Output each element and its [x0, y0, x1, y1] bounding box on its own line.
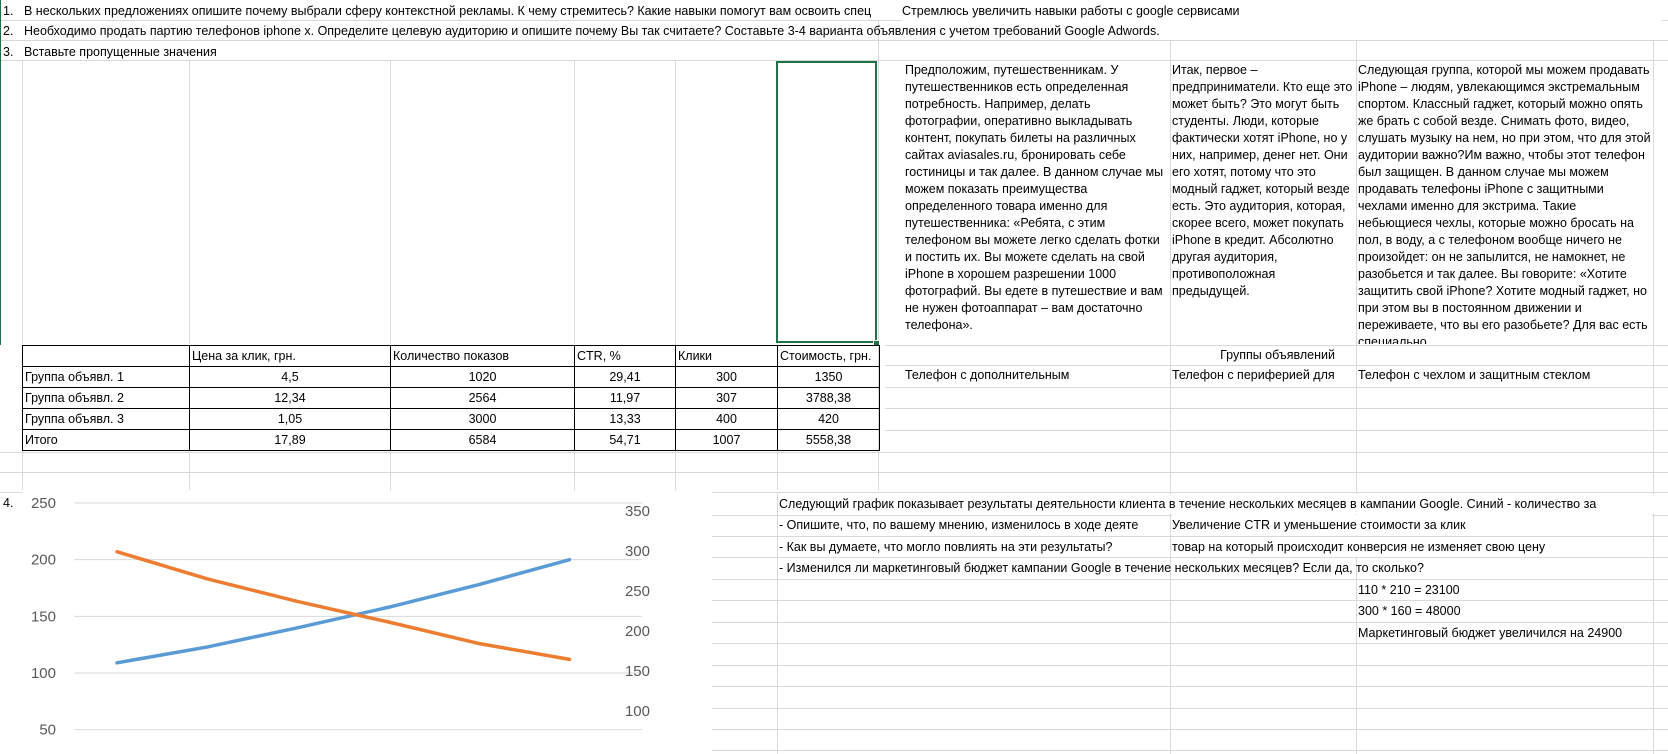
table-row: Итого 17,89 6584 54,71 1007 5558,38 [22, 429, 880, 451]
series-line-2[interactable] [115, 549, 572, 662]
table-row: Группа объявл. 3 1,05 3000 13,33 400 420 [22, 408, 880, 430]
ad-group-1[interactable]: Телефон с дополнительным [905, 368, 1070, 382]
table-header-cell[interactable]: Количество показов [390, 345, 575, 367]
table-cell[interactable]: 1,05 [189, 408, 391, 430]
table-cell[interactable]: 1007 [675, 429, 778, 451]
table-cell[interactable]: 3000 [390, 408, 575, 430]
table-cell[interactable]: 12,34 [189, 387, 391, 409]
audience-entrepreneurs-text[interactable]: Итак, первое – предприниматели. Кто еще … [1172, 63, 1353, 298]
task4-question-2[interactable]: - Как вы думаете, что могло повлиять на … [779, 540, 1113, 554]
left-axis-tick-label: 50 [39, 722, 56, 739]
table-header-cell[interactable]: CTR, % [574, 345, 676, 367]
table-cell[interactable]: Группа объявл. 1 [22, 366, 190, 388]
table-cell[interactable]: 2564 [390, 387, 575, 409]
row-2-number: 2. [3, 24, 14, 38]
task4-answer-1[interactable]: Увеличение CTR и уменьшение стоимости за… [1172, 515, 1652, 535]
task4-answer-2[interactable]: товар на который происходит конверсия не… [1172, 537, 1652, 557]
table-cell[interactable]: 4,5 [189, 366, 391, 388]
table-header-cell[interactable] [22, 345, 190, 367]
right-axis-tick-label: 150 [625, 663, 650, 680]
row-1-question[interactable]: В нескольких предложениях опишите почему… [24, 4, 872, 18]
ad-stats-table: Цена за клик, грн. Количество показов CT… [22, 345, 880, 451]
table-cell[interactable]: 300 [675, 366, 778, 388]
task4-result[interactable]: Маркетинговый бюджет увеличился на 24900 [1358, 626, 1623, 640]
right-axis-tick-label: 200 [625, 623, 650, 640]
table-cell[interactable]: Группа объявл. 2 [22, 387, 190, 409]
task4-calc-1[interactable]: 110 * 210 = 23100 [1358, 583, 1460, 597]
table-cell[interactable]: 307 [675, 387, 778, 409]
selected-cell[interactable] [776, 61, 877, 343]
left-axis-tick-label: 100 [31, 665, 56, 682]
task4-intro[interactable]: Следующий график показывает результаты д… [779, 494, 1668, 514]
table-cell[interactable]: 6584 [390, 429, 575, 451]
task4-question-3[interactable]: - Изменился ли маркетинговый бюджет камп… [779, 561, 1424, 575]
table-cell[interactable]: 1020 [390, 366, 575, 388]
task4-calc-2[interactable]: 300 * 160 = 48000 [1358, 604, 1461, 618]
row-2-question[interactable]: Необходимо продать партию телефонов ipho… [24, 24, 1160, 38]
ad-group-2[interactable]: Телефон с периферией для [1172, 368, 1335, 382]
audience-extreme-sports-text[interactable]: Следующая группа, которой мы можем прода… [1358, 63, 1651, 344]
ad-group-3[interactable]: Телефон с чехлом и защитным стеклом [1358, 368, 1591, 382]
row-4-number: 4. [3, 496, 14, 510]
table-cell[interactable]: 1350 [777, 366, 880, 388]
audience-travelers-text[interactable]: Предположим, путешественникам. У путешес… [905, 63, 1164, 332]
row-1-number: 1. [3, 4, 14, 18]
right-axis-tick-label: 100 [625, 703, 650, 720]
table-row: Группа объявл. 2 12,34 2564 11,97 307 37… [22, 387, 880, 409]
right-axis-tick-label: 250 [625, 583, 650, 600]
left-axis-tick-label: 250 [31, 495, 56, 512]
table-cell[interactable]: 29,41 [574, 366, 676, 388]
table-cell[interactable]: 54,71 [574, 429, 676, 451]
table-header-cell[interactable]: Цена за клик, грн. [189, 345, 391, 367]
left-axis-tick-label: 150 [31, 608, 56, 625]
table-row: Группа объявл. 1 4,5 1020 29,41 300 1350 [22, 366, 880, 388]
ad-groups-header[interactable]: Группы объявлений [1220, 348, 1335, 362]
task4-question-1[interactable]: - Опишите, что, по вашему мнению, измени… [779, 518, 1139, 532]
row-1-answer[interactable]: Стремлюсь увеличить навыки работы с goog… [902, 1, 1662, 21]
table-cell[interactable]: Группа объявл. 3 [22, 408, 190, 430]
table-cell[interactable]: 11,97 [574, 387, 676, 409]
table-cell[interactable]: 17,89 [189, 429, 391, 451]
row-3-number: 3. [3, 45, 14, 59]
table-cell[interactable]: 420 [777, 408, 880, 430]
table-header-cell[interactable]: Стоимость, грн. [777, 345, 880, 367]
table-cell[interactable]: Итого [22, 429, 190, 451]
right-axis-tick-label: 300 [625, 543, 650, 560]
table-cell[interactable]: 3788,38 [777, 387, 880, 409]
row-3-question[interactable]: Вставьте пропущенные значения [24, 45, 217, 59]
table-header-cell[interactable]: Клики [675, 345, 778, 367]
table-cell[interactable]: 13,33 [574, 408, 676, 430]
line-chart[interactable]: 250 200 150 100 50 350 300 250 200 150 100 [22, 492, 712, 754]
table-cell[interactable]: 400 [675, 408, 778, 430]
right-axis-tick-label: 350 [625, 503, 650, 520]
series-line-1[interactable] [115, 557, 572, 665]
table-header-row: Цена за клик, грн. Количество показов CT… [22, 345, 880, 367]
table-cell[interactable]: 5558,38 [777, 429, 880, 451]
left-axis-tick-label: 200 [31, 552, 56, 569]
